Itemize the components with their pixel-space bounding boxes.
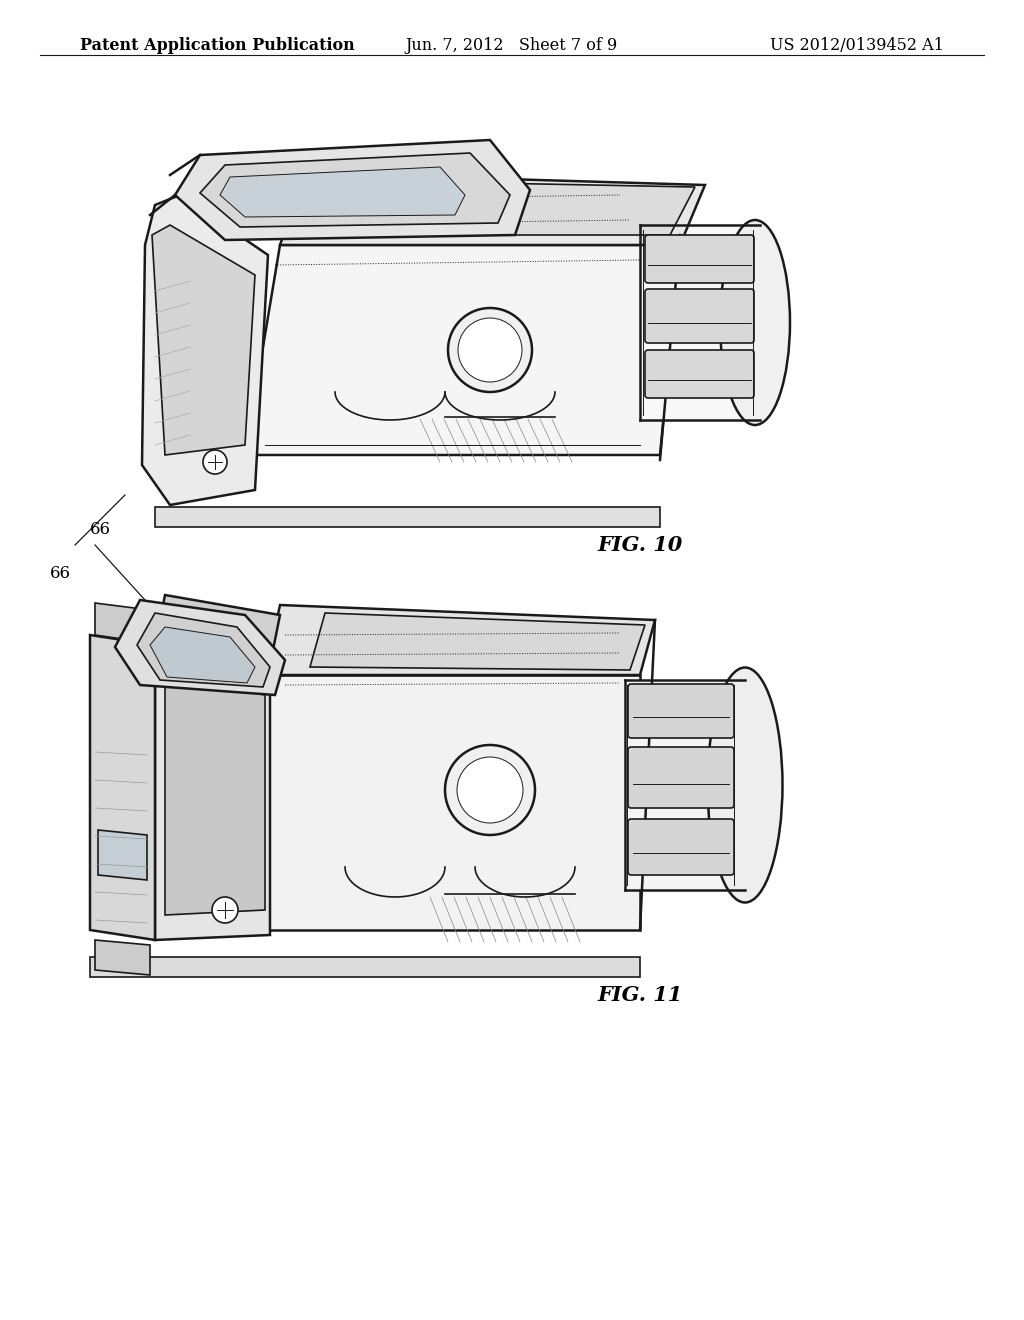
Polygon shape [625,680,735,890]
Polygon shape [280,173,705,246]
Circle shape [449,308,532,392]
Polygon shape [265,675,640,931]
Polygon shape [90,957,640,977]
Circle shape [457,756,523,822]
FancyBboxPatch shape [628,684,734,738]
Polygon shape [175,140,530,240]
Text: US 2012/0139452 A1: US 2012/0139452 A1 [770,37,944,54]
FancyBboxPatch shape [645,289,754,343]
Polygon shape [90,635,155,940]
Text: Jun. 7, 2012   Sheet 7 of 9: Jun. 7, 2012 Sheet 7 of 9 [406,37,618,54]
Polygon shape [220,168,465,216]
Text: FIG. 10: FIG. 10 [597,535,683,554]
Polygon shape [310,612,645,671]
Ellipse shape [720,220,790,425]
Circle shape [445,744,535,836]
FancyBboxPatch shape [628,818,734,875]
Polygon shape [150,627,255,682]
Polygon shape [155,507,660,527]
Polygon shape [319,180,695,235]
Polygon shape [95,603,150,643]
Text: 66: 66 [90,521,111,539]
FancyBboxPatch shape [645,235,754,282]
Polygon shape [245,246,680,455]
Polygon shape [142,195,268,506]
FancyBboxPatch shape [628,747,734,808]
Text: Patent Application Publication: Patent Application Publication [80,37,354,54]
Circle shape [203,450,227,474]
Polygon shape [115,601,285,696]
Polygon shape [155,595,280,665]
Polygon shape [137,612,270,686]
FancyBboxPatch shape [640,224,760,420]
Ellipse shape [708,668,782,903]
Circle shape [458,318,522,381]
Polygon shape [152,224,255,455]
Polygon shape [200,153,510,227]
Text: FIG. 11: FIG. 11 [597,985,683,1005]
FancyBboxPatch shape [645,350,754,399]
Text: 66: 66 [50,565,71,582]
Polygon shape [155,645,270,940]
Polygon shape [98,830,147,880]
Polygon shape [165,675,265,915]
Circle shape [212,898,238,923]
Polygon shape [95,940,150,975]
Polygon shape [265,605,655,675]
